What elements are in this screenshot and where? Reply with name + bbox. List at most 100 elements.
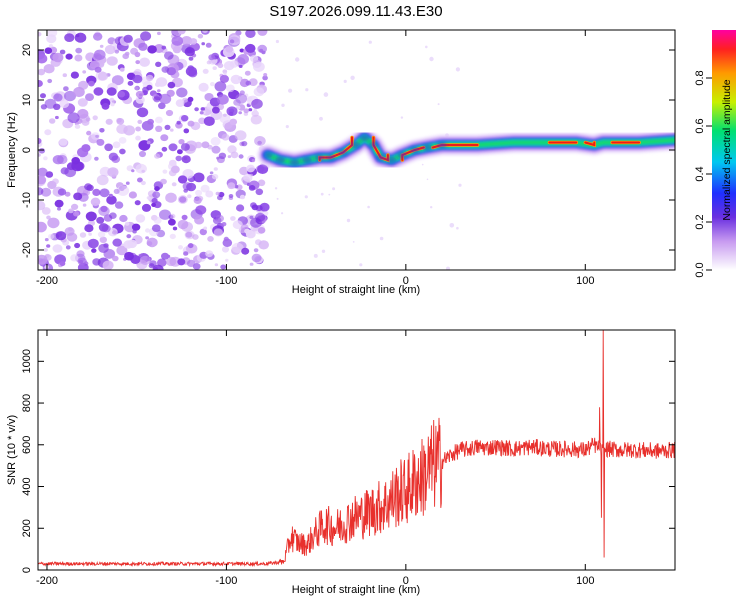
x-tick-label: 0	[403, 575, 409, 587]
noise-blob	[181, 155, 191, 164]
noise-blob	[77, 147, 89, 158]
noise-blob	[213, 228, 223, 237]
noise-blob	[44, 98, 57, 109]
snr-frame	[37, 329, 676, 571]
ridge-bead	[375, 154, 386, 161]
ridge-bead	[386, 156, 397, 164]
noise-blob	[78, 80, 89, 90]
noise-speckle	[426, 178, 429, 181]
noise-blob	[212, 66, 217, 70]
noise-blob	[171, 35, 184, 46]
noise-blob	[85, 211, 97, 222]
noise-blob	[246, 164, 256, 173]
noise-blob	[176, 87, 188, 98]
noise-blob	[214, 263, 219, 267]
noise-blob	[239, 194, 246, 200]
noise-blob	[175, 99, 185, 107]
spectrogram-y-axis-label: Frequency (Hz)	[6, 112, 18, 188]
y-tick-label: 800	[21, 394, 33, 412]
snr-series-group	[38, 330, 675, 568]
noise-blob	[182, 182, 192, 191]
noise-speckle	[288, 88, 293, 93]
noise-blob	[140, 31, 152, 41]
x-tick-label: -200	[36, 275, 58, 287]
noise-blob	[102, 260, 114, 270]
x-tick-label: 100	[576, 275, 594, 287]
noise-blob	[239, 48, 245, 53]
noise-blob	[94, 156, 99, 161]
y-tick-label: 0	[21, 147, 33, 153]
noise-blob	[123, 34, 133, 43]
chart-title: S197.2026.099.11.43.E30	[269, 3, 442, 20]
colorbar-tick-label: 0.4	[694, 166, 706, 181]
noise-blob	[249, 262, 254, 266]
colorbar-ticks: 0.0 0.2 0.4 0.6 0.8	[694, 70, 712, 278]
noise-blob	[211, 173, 219, 180]
noise-blob	[41, 207, 51, 215]
spectrogram-noise-region	[38, 30, 462, 270]
noise-blob	[202, 30, 208, 33]
noise-blob	[187, 243, 194, 249]
noise-blob	[232, 220, 243, 230]
noise-blob	[148, 263, 155, 269]
noise-blob	[154, 186, 160, 192]
noise-blob	[205, 42, 212, 48]
noise-blob	[77, 98, 88, 107]
noise-blob	[236, 204, 245, 212]
noise-blob	[244, 70, 251, 76]
noise-blob	[59, 99, 70, 109]
noise-blob	[221, 246, 230, 253]
noise-speckle	[437, 103, 440, 106]
noise-blob	[63, 86, 69, 92]
noise-blob	[48, 44, 54, 48]
noise-blob	[57, 188, 67, 196]
noise-blob	[200, 184, 210, 193]
noise-blob	[128, 191, 137, 199]
noise-speckle	[320, 192, 324, 196]
noise-blob	[186, 259, 196, 267]
noise-blob	[152, 264, 164, 270]
noise-blob	[106, 56, 118, 66]
noise-blob	[214, 81, 227, 92]
noise-blob	[189, 38, 198, 45]
noise-blob	[71, 160, 84, 172]
noise-blob	[181, 115, 189, 122]
noise-blob	[184, 47, 195, 57]
noise-blob	[229, 60, 239, 68]
noise-blob	[110, 102, 115, 107]
noise-blob	[193, 172, 205, 183]
noise-blob	[158, 102, 166, 110]
noise-blob	[74, 54, 83, 62]
noise-blob	[54, 199, 64, 208]
noise-blob	[161, 146, 168, 152]
noise-speckle	[285, 125, 289, 129]
noise-blob	[135, 95, 145, 104]
ridge-bead	[314, 154, 325, 161]
noise-blob	[108, 193, 113, 198]
noise-blob	[243, 173, 253, 182]
noise-blob	[101, 224, 111, 233]
noise-blob	[249, 215, 254, 220]
noise-blob	[203, 226, 208, 230]
noise-blob	[160, 178, 167, 185]
noise-blob	[75, 47, 83, 54]
noise-blob	[62, 73, 67, 78]
noise-blob	[38, 32, 42, 37]
noise-blob	[209, 171, 214, 175]
noise-blob	[178, 245, 183, 250]
noise-blob	[210, 137, 221, 146]
noise-blob	[230, 216, 236, 221]
noise-blob	[245, 43, 256, 53]
noise-blob	[43, 63, 55, 74]
noise-blob	[248, 185, 256, 191]
noise-speckle	[421, 163, 424, 166]
noise-blob	[226, 106, 238, 116]
noise-blob	[90, 197, 101, 206]
noise-blob	[251, 253, 262, 263]
noise-blob	[206, 60, 212, 65]
noise-blob	[97, 71, 109, 81]
noise-blob	[245, 30, 256, 38]
noise-blob	[52, 52, 64, 63]
